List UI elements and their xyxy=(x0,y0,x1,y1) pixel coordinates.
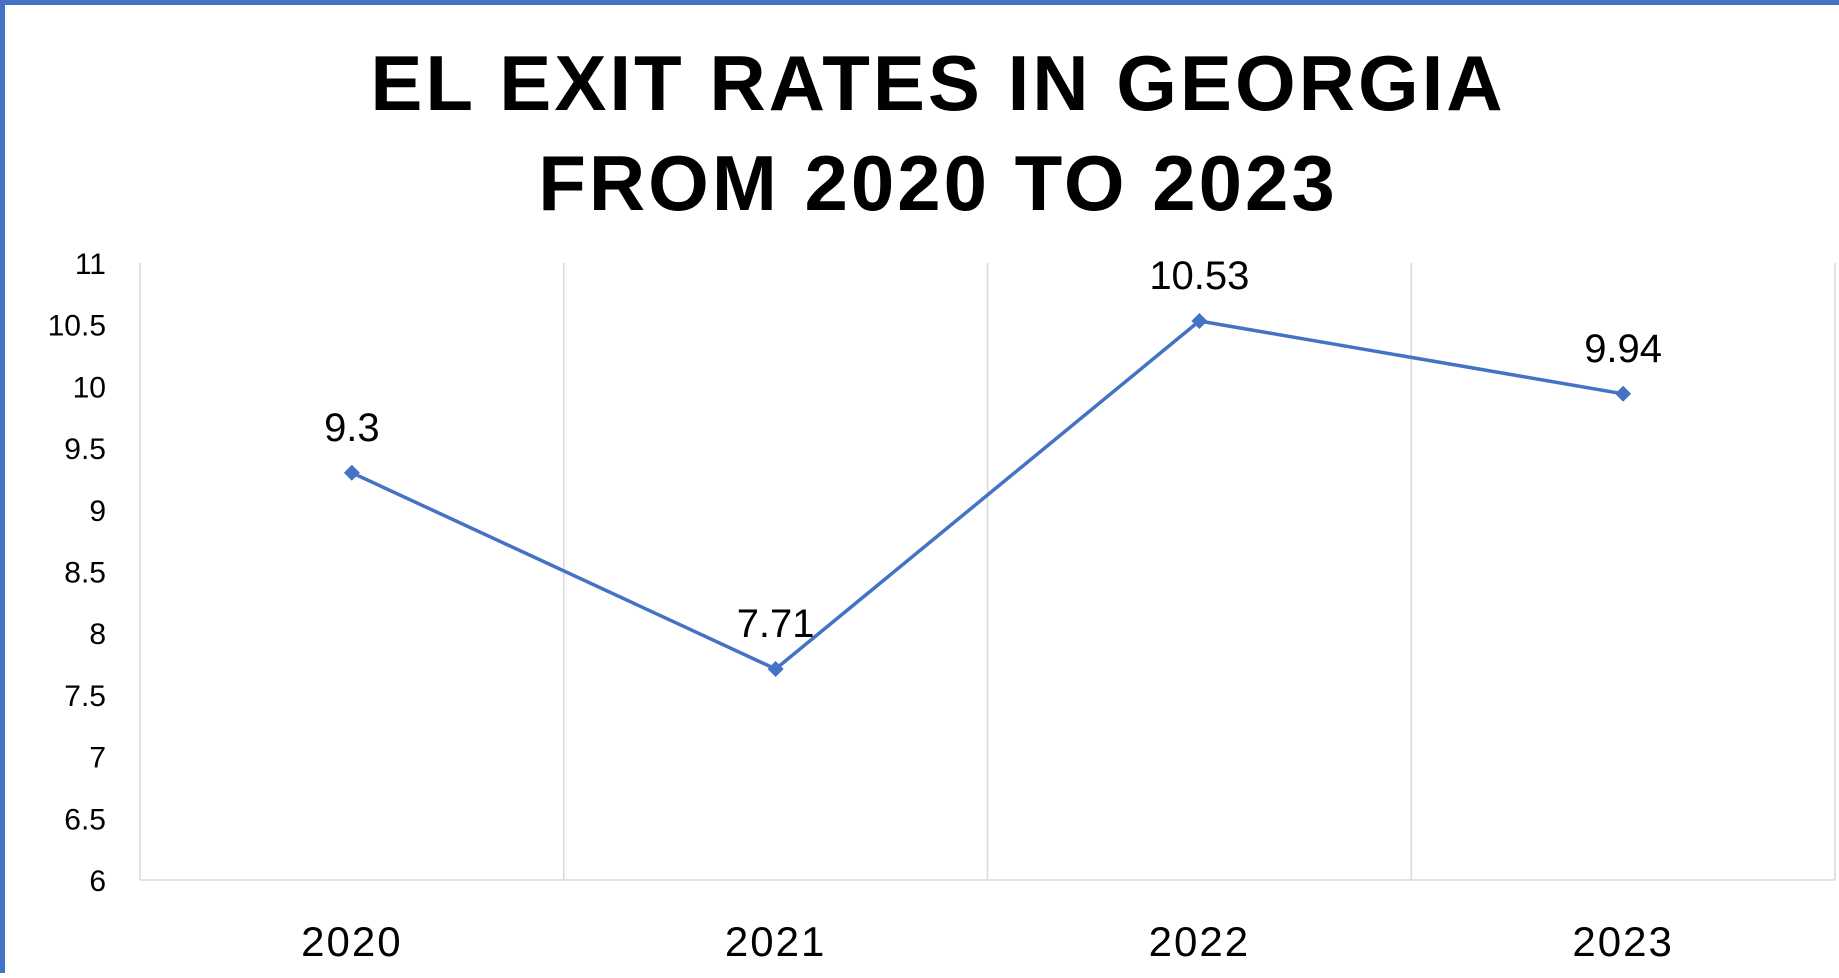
y-tick-label: 8.5 xyxy=(64,557,106,590)
x-axis-tick-labels: 2020 2021 2022 2023 xyxy=(301,918,1673,965)
y-tick-label: 8 xyxy=(89,618,106,651)
y-tick-label: 7.5 xyxy=(64,680,106,713)
y-tick-label: 6 xyxy=(89,865,106,898)
x-tick-label: 2020 xyxy=(301,918,402,965)
y-tick-label: 11 xyxy=(75,248,106,281)
data-point-marker xyxy=(1191,312,1208,329)
chart-title-line-1: EL EXIT RATES IN GEORGIA xyxy=(370,39,1505,127)
y-tick-label: 10 xyxy=(73,371,106,404)
data-point-marker xyxy=(343,464,360,481)
y-tick-label: 9 xyxy=(89,495,106,528)
data-label: 9.94 xyxy=(1584,327,1662,371)
data-label: 7.71 xyxy=(737,602,815,646)
series-line-group xyxy=(351,319,1624,671)
x-tick-label: 2023 xyxy=(1572,918,1673,965)
data-labels: 9.3 7.71 10.53 9.94 xyxy=(324,254,1662,646)
chart-title-line-2: FROM 2020 TO 2023 xyxy=(538,139,1338,227)
data-point-marker xyxy=(767,660,784,677)
data-label: 10.53 xyxy=(1149,254,1249,298)
y-tick-label: 6.5 xyxy=(64,803,106,836)
series-markers xyxy=(343,312,1632,677)
y-axis-tick-labels: 6 6.5 7 7.5 8 8.5 9 9.5 10 10.5 11 xyxy=(48,248,106,898)
y-tick-label: 9.5 xyxy=(64,433,106,466)
x-tick-label: 2021 xyxy=(725,918,826,965)
x-tick-label: 2022 xyxy=(1149,918,1250,965)
data-label: 9.3 xyxy=(324,406,380,450)
y-tick-label: 7 xyxy=(89,742,106,775)
gridlines xyxy=(139,263,1836,881)
y-tick-label: 10.5 xyxy=(48,310,106,343)
line-chart: EL EXIT RATES IN GEORGIA FROM 2020 TO 20… xyxy=(48,39,1836,965)
chart-title: EL EXIT RATES IN GEORGIA FROM 2020 TO 20… xyxy=(370,39,1505,227)
series-line xyxy=(351,319,1624,671)
data-point-marker xyxy=(1615,385,1632,402)
